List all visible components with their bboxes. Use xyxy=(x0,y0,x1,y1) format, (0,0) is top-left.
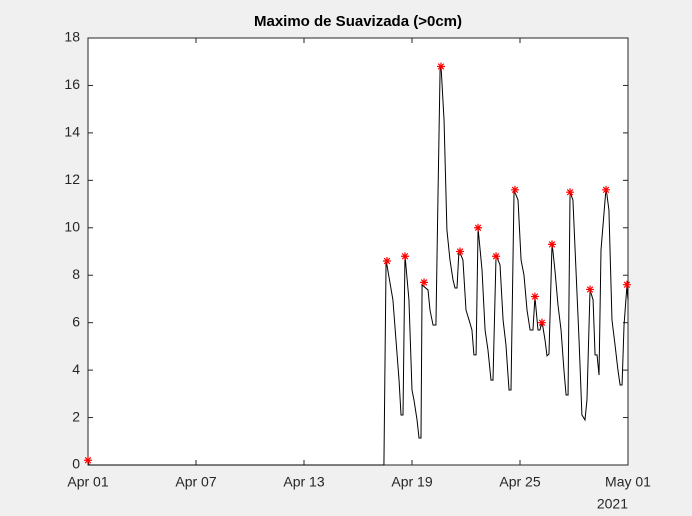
peak-marker xyxy=(400,252,409,261)
peak-marker xyxy=(84,456,92,465)
y-tick-label: 18 xyxy=(64,29,80,45)
peak-marker xyxy=(537,318,546,327)
y-tick-label: 14 xyxy=(64,124,80,140)
y-tick-label: 10 xyxy=(64,218,80,234)
peak-marker xyxy=(586,285,595,294)
x-year-label: 2021 xyxy=(597,496,628,512)
data-line xyxy=(87,64,629,466)
y-tick-label: 4 xyxy=(72,361,80,377)
peak-marker xyxy=(456,247,465,256)
x-tick-label: Apr 25 xyxy=(499,474,540,490)
y-tick-label: 2 xyxy=(72,408,80,424)
y-tick-label: 0 xyxy=(72,456,80,472)
peak-marker xyxy=(510,185,519,194)
plot-area xyxy=(87,37,629,466)
x-tick-label: May 01 xyxy=(605,474,651,490)
x-tick-label: Apr 07 xyxy=(175,474,216,490)
y-tick-label: 6 xyxy=(72,313,80,329)
peak-marker xyxy=(622,280,631,289)
peak-marker xyxy=(548,240,557,249)
x-tick-label: Apr 13 xyxy=(283,474,324,490)
peak-marker xyxy=(602,185,611,194)
peak-marker xyxy=(492,252,501,261)
x-tick-label: Apr 19 xyxy=(391,474,432,490)
peak-marker xyxy=(420,278,429,287)
y-tick-label: 16 xyxy=(64,76,80,92)
peak-marker xyxy=(382,256,391,265)
x-tick-label: Apr 01 xyxy=(67,474,108,490)
peak-marker xyxy=(436,62,445,71)
peak-marker xyxy=(566,188,575,197)
y-tick-label: 12 xyxy=(64,171,80,187)
chart-title: Maximo de Suavizada (>0cm) xyxy=(254,13,462,30)
peak-marker xyxy=(530,292,539,301)
peak-marker xyxy=(474,223,483,232)
y-tick-label: 8 xyxy=(72,266,80,282)
